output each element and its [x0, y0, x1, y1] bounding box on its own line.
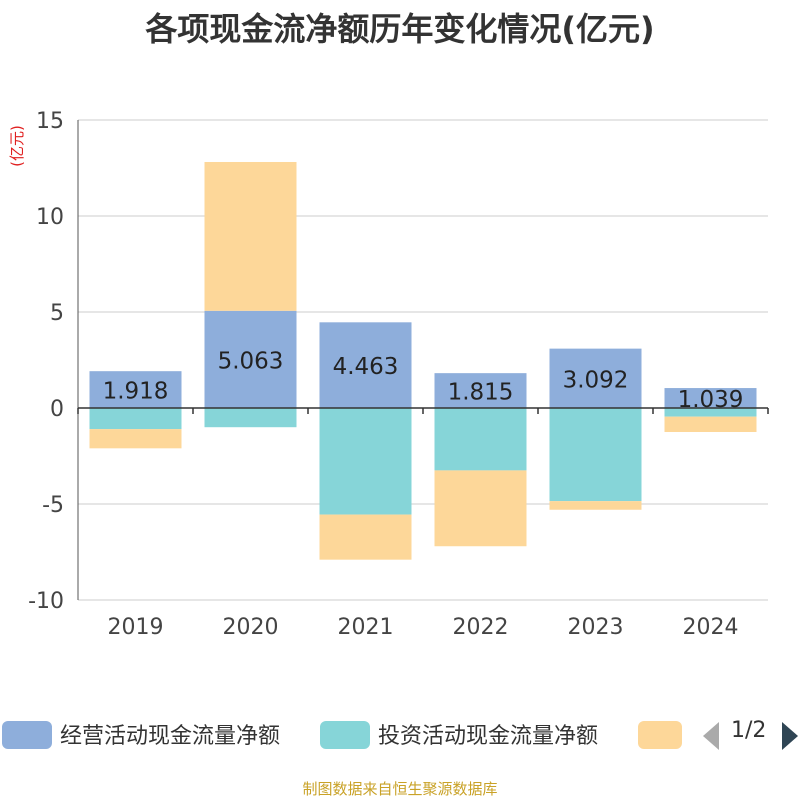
data-label-2020: 5.063: [218, 348, 284, 374]
bar-2020-series-1: [204, 310, 297, 408]
legend-prev-icon[interactable]: [703, 722, 719, 750]
bar-2020-series-3: [204, 161, 297, 311]
legend-next-icon[interactable]: [782, 722, 798, 750]
bar-2023-series-2: [549, 408, 642, 502]
x-tick-label-2020: 2020: [223, 615, 279, 640]
bar-2022-series-3: [434, 470, 527, 547]
data-label-2024: 1.039: [678, 387, 744, 413]
bar-2021-series-2: [319, 408, 412, 515]
bar-2022-series-2: [434, 408, 527, 471]
legend-label-investing[interactable]: 投资活动现金流量净额: [378, 724, 599, 749]
legend-page-indicator: 1/2: [731, 718, 767, 743]
bar-2024-series-2: [664, 408, 757, 417]
y-tick-label: 10: [36, 205, 64, 230]
bar-2021-series-1: [319, 322, 412, 408]
y-tick-label: 15: [36, 109, 64, 134]
bar-2019-series-2: [89, 408, 182, 430]
data-source-note: 制图数据来自恒生聚源数据库: [302, 780, 498, 798]
bar-2024-series-3: [664, 416, 757, 432]
bar-2024-series-1: [664, 388, 757, 408]
bar-2022-series-1: [434, 373, 527, 408]
bar-2023-series-1: [549, 348, 642, 408]
legend-swatch-investing[interactable]: [320, 721, 370, 749]
bar-2019-series-1: [89, 371, 182, 408]
x-tick-label-2019: 2019: [108, 615, 164, 640]
x-tick-label-2021: 2021: [338, 615, 394, 640]
y-axis-label: (亿元): [8, 125, 26, 167]
data-label-2023: 3.092: [563, 367, 629, 393]
legend-label-operating[interactable]: 经营活动现金流量净额: [60, 724, 281, 749]
legend-swatch-financing[interactable]: [638, 721, 682, 749]
bar-2020-series-2: [204, 408, 297, 428]
y-tick-label: 0: [50, 397, 64, 422]
x-tick-label-2022: 2022: [453, 615, 509, 640]
data-label-2021: 4.463: [333, 354, 399, 380]
legend: 经营活动现金流量净额 投资活动现金流量净额 1/2: [0, 716, 800, 756]
legend-swatch-operating[interactable]: [2, 721, 52, 749]
x-tick-label-2023: 2023: [568, 615, 624, 640]
y-tick-label: -10: [28, 589, 64, 614]
bar-2023-series-3: [549, 501, 642, 510]
bar-2021-series-3: [319, 514, 412, 560]
y-tick-label: 5: [50, 301, 64, 326]
chart-title: 各项现金流净额历年变化情况(亿元): [145, 10, 655, 48]
x-tick-label-2024: 2024: [683, 615, 739, 640]
data-label-2022: 1.815: [448, 380, 514, 406]
chart-area: 15 10 5 0 -5 -10 (亿元) 1.918 2019 5.063 2020 4.463 20…: [8, 109, 769, 640]
data-label-2019: 1.918: [103, 379, 169, 405]
bar-2019-series-3: [89, 429, 182, 449]
y-tick-label: -5: [42, 493, 64, 518]
